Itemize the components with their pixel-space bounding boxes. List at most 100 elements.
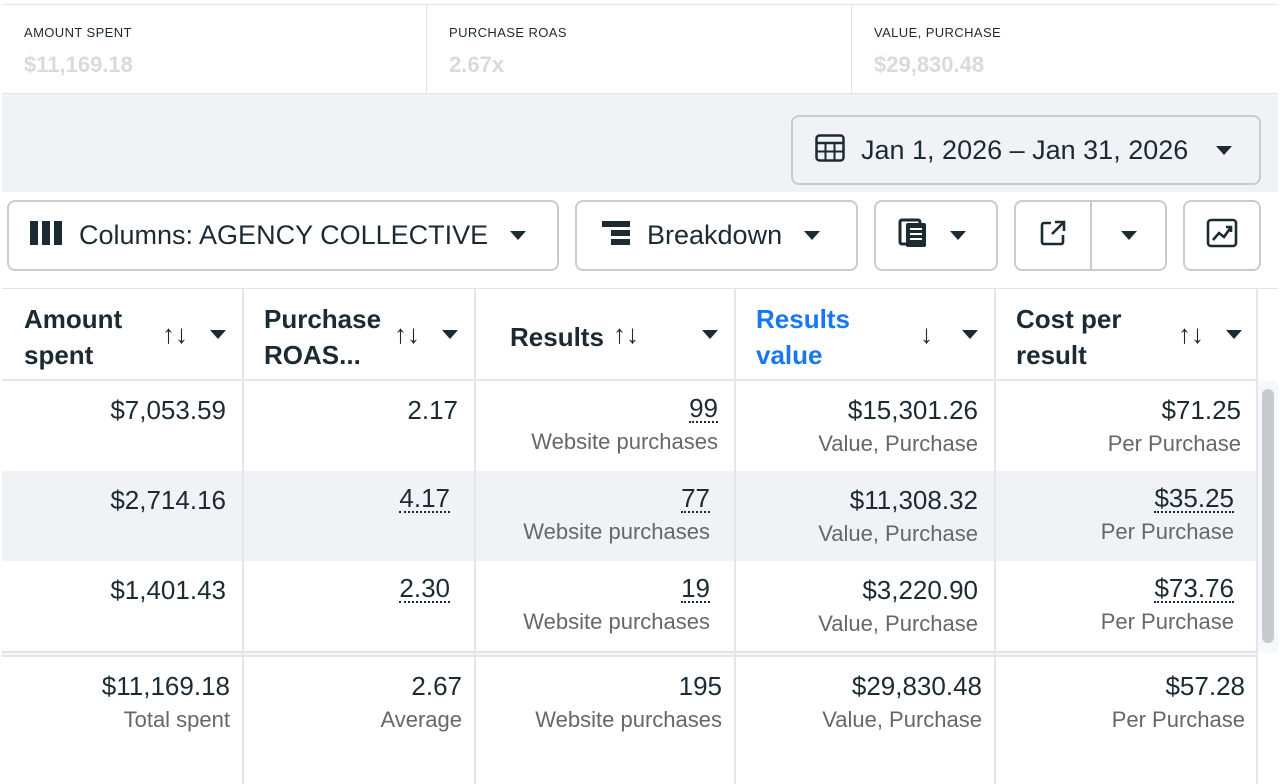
export-button-group xyxy=(1014,200,1167,271)
cell-value: $57.28 xyxy=(1165,671,1245,701)
chevron-down-icon[interactable] xyxy=(1226,330,1242,339)
reports-icon xyxy=(898,218,930,253)
chart-button[interactable] xyxy=(1183,200,1261,271)
column-header-label: Cost per result xyxy=(1016,304,1122,370)
cell-subtext: Website purchases xyxy=(523,609,710,634)
sort-descending-icon[interactable]: ↓ xyxy=(920,319,933,349)
totals-row: $11,169.18 Total spent 2.67 Average 195 Web… xyxy=(2,657,1258,784)
cost-per-result-cell: $73.76 Per Purchase xyxy=(1101,575,1234,635)
cell-value: $11,169.18 xyxy=(101,671,230,701)
column-divider xyxy=(734,289,736,784)
summary-label: AMOUNT SPENT xyxy=(24,25,132,40)
date-range-label: Jan 1, 2026 – Jan 31, 2026 xyxy=(861,134,1189,165)
cell-subtext: Average xyxy=(380,707,462,732)
results-value-cell: $3,220.90 Value, Purchase xyxy=(818,575,978,637)
total-amount-cell: $11,169.18 Total spent xyxy=(102,671,230,733)
cell-subtext: Value, Purchase xyxy=(822,707,982,732)
cell-value[interactable]: $73.76 xyxy=(1154,573,1234,603)
cell-value: $1,401.43 xyxy=(110,575,226,605)
scrollbar-thumb[interactable] xyxy=(1262,389,1274,643)
column-header-label: Results value xyxy=(756,304,850,370)
date-range-button[interactable]: Jan 1, 2026 – Jan 31, 2026 xyxy=(791,115,1261,185)
summary-purchase-roas: PURCHASE ROAS 2.67x xyxy=(427,5,852,93)
column-divider xyxy=(474,289,476,784)
cell-value: $15,301.26 xyxy=(847,395,978,425)
table-row[interactable]: $2,714.16 4.17 77 Website purchases $11,3… xyxy=(2,471,1258,561)
results-cell: 99 Website purchases xyxy=(531,395,718,455)
columns-icon xyxy=(29,220,63,251)
amount-spent-cell: $2,714.16 xyxy=(110,485,226,515)
summary-amount-spent: AMOUNT SPENT $11,169.18 xyxy=(2,5,427,93)
column-header-results[interactable]: Results ↑↓ xyxy=(476,289,734,381)
cell-value[interactable]: 77 xyxy=(681,483,710,513)
cell-value: $11,308.32 xyxy=(849,485,978,515)
cell-value[interactable]: $35.25 xyxy=(1154,483,1234,513)
column-divider xyxy=(242,289,244,784)
cell-value[interactable]: 2.30 xyxy=(399,573,450,603)
summary-value: 2.67x xyxy=(449,52,505,77)
cell-subtext: Total spent xyxy=(123,707,230,732)
cell-value: $3,220.90 xyxy=(862,575,978,605)
sort-icon[interactable]: ↑↓ xyxy=(162,319,188,349)
column-header-label: Purchase ROAS... xyxy=(264,304,382,370)
summary-value-purchase: VALUE, PURCHASE $29,830.48 xyxy=(852,5,1278,93)
export-dropdown-button[interactable] xyxy=(1092,202,1165,269)
export-icon xyxy=(1039,219,1067,252)
summary-label: VALUE, PURCHASE xyxy=(874,25,1002,40)
column-header-label: Results xyxy=(510,322,604,352)
chevron-down-icon[interactable] xyxy=(210,330,226,339)
results-cell: 77 Website purchases xyxy=(523,485,710,545)
cell-subtext: Website purchases xyxy=(531,429,718,454)
table-row[interactable]: $7,053.59 2.17 99 Website purchases $15,3… xyxy=(2,381,1258,471)
cell-value[interactable]: 99 xyxy=(689,393,718,423)
cell-subtext: Per Purchase xyxy=(1100,519,1234,544)
cell-subtext: Value, Purchase xyxy=(818,431,978,456)
columns-button[interactable]: Columns: AGENCY COLLECTIVE xyxy=(7,200,559,271)
amount-spent-cell: $1,401.43 xyxy=(110,575,226,605)
purchase-roas-cell: 4.17 xyxy=(399,485,450,513)
export-button[interactable] xyxy=(1016,202,1092,269)
column-header-purchase-roas[interactable]: Purchase ROAS... ↑↓ xyxy=(244,289,474,381)
chevron-down-icon[interactable] xyxy=(962,330,978,339)
chart-icon xyxy=(1206,218,1238,253)
column-header-amount-spent[interactable]: Amount spent ↑↓ xyxy=(2,289,242,381)
sort-icon[interactable]: ↑↓ xyxy=(394,319,420,349)
column-header-cost-per-result[interactable]: Cost per result ↑↓ xyxy=(996,289,1258,381)
chevron-down-icon xyxy=(1120,231,1137,240)
reports-button[interactable] xyxy=(874,200,998,271)
vertical-scrollbar[interactable] xyxy=(1258,381,1278,653)
column-header-results-value[interactable]: Results value ↓ xyxy=(736,289,994,381)
total-cost-per-result-cell: $57.28 Per Purchase xyxy=(1112,671,1245,733)
results-cell: 19 Website purchases xyxy=(523,575,710,635)
chevron-down-icon[interactable] xyxy=(442,330,458,339)
column-divider xyxy=(1256,289,1258,784)
total-results-cell: 195 Website purchases xyxy=(535,671,722,733)
chevron-down-icon xyxy=(510,231,527,240)
total-results-value-cell: $29,830.48 Value, Purchase xyxy=(822,671,982,733)
results-value-cell: $11,308.32 Value, Purchase xyxy=(818,485,978,547)
table-row[interactable]: $1,401.43 2.30 19 Website purchases $3,22… xyxy=(2,561,1258,651)
chevron-down-icon[interactable] xyxy=(702,330,718,339)
sort-icon[interactable]: ↑↓ xyxy=(1178,319,1204,349)
summary-value: $29,830.48 xyxy=(874,52,985,77)
cell-value: $7,053.59 xyxy=(110,395,226,425)
calendar-icon xyxy=(815,133,845,167)
cell-value: 2.17 xyxy=(407,395,458,425)
cell-value: $2,714.16 xyxy=(110,485,226,515)
summary-value: $11,169.18 xyxy=(24,52,133,77)
totals-divider xyxy=(2,651,1258,657)
breakdown-button[interactable]: Breakdown xyxy=(575,200,858,271)
chevron-down-icon xyxy=(1216,145,1233,155)
sort-icon[interactable]: ↑↓ xyxy=(613,319,639,349)
cell-value[interactable]: 19 xyxy=(681,573,710,603)
cell-value: 195 xyxy=(678,671,722,701)
cell-value: $29,830.48 xyxy=(851,671,982,701)
cell-value[interactable]: 4.17 xyxy=(399,483,450,513)
columns-label: Columns: AGENCY COLLECTIVE xyxy=(79,220,489,250)
cell-value: 2.67 xyxy=(411,671,462,701)
summary-strip: AMOUNT SPENT $11,169.18 PURCHASE ROAS 2.… xyxy=(2,4,1278,94)
column-header-label: Amount spent xyxy=(24,304,123,370)
results-table: $7,053.59 2.17 99 Website purchases $15,3… xyxy=(2,288,1278,784)
chevron-down-icon xyxy=(950,231,966,240)
table-header: Amount spent ↑↓ Purchase ROAS... ↑↓ Result… xyxy=(2,289,1258,381)
